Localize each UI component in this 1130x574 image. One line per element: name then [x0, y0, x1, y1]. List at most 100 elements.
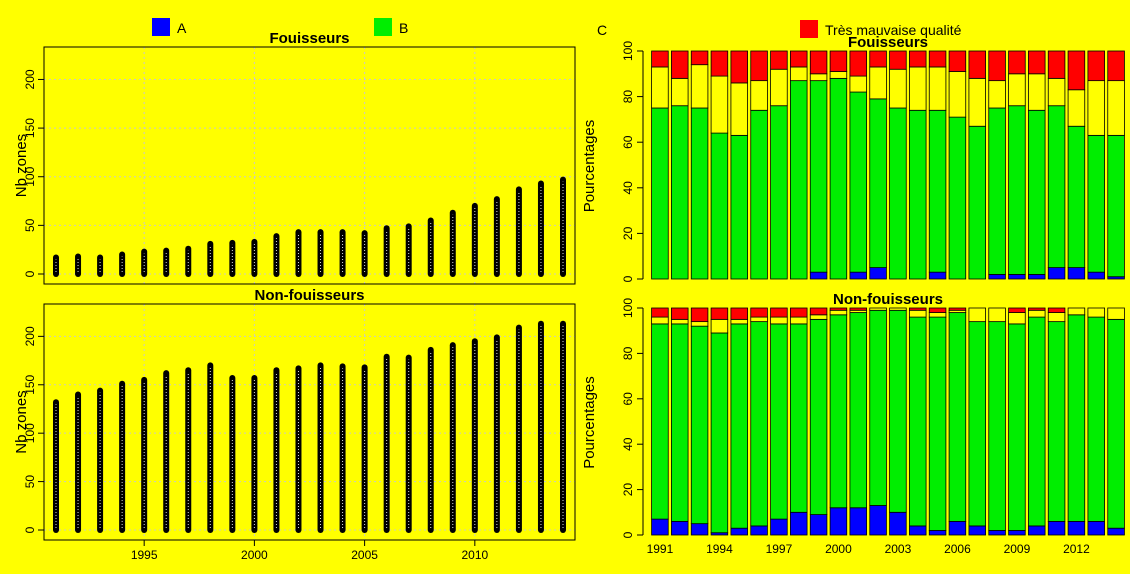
bar-segment — [790, 307, 808, 318]
bar-segment — [869, 50, 887, 68]
x-tick-label: 2009 — [1004, 542, 1031, 556]
bar-segment — [928, 312, 947, 318]
panel-title: Non-fouisseurs — [833, 291, 943, 308]
legend-swatch — [800, 20, 818, 38]
bar-segment — [750, 50, 768, 82]
bar-segment — [790, 316, 808, 325]
x-tick-label: 2000 — [825, 542, 852, 556]
bar-segment — [1047, 77, 1066, 107]
y-axis-label: Nb zones — [13, 390, 30, 453]
bar-segment — [1067, 314, 1086, 522]
bar-segment — [809, 318, 828, 515]
bar-segment — [1028, 309, 1046, 318]
bar-segment — [1008, 323, 1026, 531]
x-tick-label: 2000 — [241, 548, 268, 562]
bar-segment — [1008, 105, 1026, 275]
bar-segment — [909, 109, 927, 280]
bar-segment — [948, 116, 967, 280]
bar-segment — [829, 307, 848, 311]
bar-segment — [1047, 520, 1066, 536]
bar-segment — [829, 309, 848, 316]
y-tick-label: 100 — [23, 423, 37, 443]
bar-segment — [730, 307, 748, 320]
bar-segment — [730, 82, 748, 136]
bar-segment — [1047, 105, 1066, 269]
bar-segment — [849, 312, 867, 509]
bar-segment — [1087, 316, 1105, 522]
bar-segment — [1067, 50, 1086, 91]
y-tick-label: 20 — [621, 483, 635, 497]
x-tick-label: 2012 — [1063, 542, 1090, 556]
plot-frame — [43, 303, 576, 541]
bar-segment — [1067, 307, 1086, 316]
bar-segment — [690, 325, 709, 525]
bar-segment — [988, 107, 1006, 275]
bar-segment — [809, 271, 828, 280]
bar-segment — [750, 525, 768, 536]
bar-segment — [948, 71, 967, 118]
bar-segment — [651, 50, 669, 68]
bar-segment — [869, 505, 887, 536]
bar-segment — [1028, 50, 1046, 75]
bar-segment — [928, 530, 947, 536]
bar-segment — [770, 68, 788, 107]
bar-segment — [1107, 527, 1125, 536]
y-axis-label: Pourcentages — [581, 120, 598, 213]
x-tick-label: 1991 — [647, 542, 674, 556]
bar-segment — [690, 307, 709, 323]
bar-segment — [928, 66, 947, 111]
bar-segment — [730, 50, 748, 84]
bar-segment — [1087, 50, 1105, 82]
bar-segment — [1047, 321, 1066, 522]
bar-segment — [1008, 530, 1026, 536]
plot-frame — [43, 46, 576, 285]
bar-segment — [988, 80, 1006, 109]
y-tick-label: 50 — [23, 475, 37, 489]
bar-segment — [671, 520, 689, 536]
bar-segment — [651, 518, 669, 536]
y-tick-label: 80 — [621, 90, 635, 104]
bar-segment — [1067, 267, 1086, 280]
bar-segment — [988, 307, 1006, 323]
bar-segment — [671, 307, 689, 320]
bar-segment — [948, 307, 967, 311]
y-tick-label: 0 — [23, 270, 37, 277]
legend-label: Très mauvaise qualité — [825, 22, 962, 38]
bar-segment — [829, 507, 848, 536]
y-tick-label: 60 — [621, 135, 635, 149]
bar-segment — [790, 323, 808, 513]
bar-segment — [849, 75, 867, 93]
bar-segment — [750, 109, 768, 280]
bar-segment — [1087, 307, 1105, 318]
bar-segment — [829, 314, 848, 509]
y-tick-label: 0 — [621, 275, 635, 282]
y-tick-label: 80 — [621, 346, 635, 360]
bar-segment — [988, 530, 1006, 536]
bar-segment — [889, 68, 907, 109]
x-tick-label: 1995 — [131, 548, 158, 562]
panel-title: Non-fouisseurs — [254, 287, 364, 304]
bar-segment — [710, 307, 729, 320]
bar-segment — [869, 309, 887, 506]
x-tick-label: 2003 — [885, 542, 912, 556]
y-tick-label: 200 — [23, 326, 37, 346]
bar-segment — [1107, 318, 1125, 529]
bar-segment — [1047, 307, 1066, 313]
bar-segment — [1107, 307, 1125, 320]
bar-segment — [1047, 267, 1066, 280]
bar-segment — [790, 66, 808, 82]
bar-segment — [909, 50, 927, 68]
bar-segment — [1008, 274, 1026, 280]
bar-segment — [968, 321, 986, 527]
bar-segment — [809, 307, 828, 316]
bar-segment — [1107, 50, 1125, 82]
panel-non-fouisseurs-percentages: Non-fouisseurs 0 20 40 60 80 100 Pourcentages 19… — [581, 291, 1125, 556]
bar-segment — [829, 71, 848, 79]
bar-segment — [948, 50, 967, 72]
bar-segment — [1028, 274, 1046, 280]
bar-segment — [1087, 80, 1105, 136]
bar-segment — [928, 271, 947, 280]
bar-segment — [909, 309, 927, 318]
bar-segment — [809, 50, 828, 75]
